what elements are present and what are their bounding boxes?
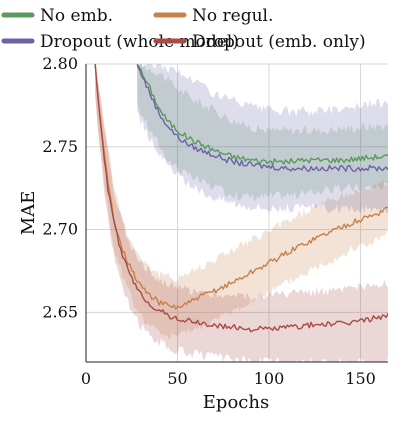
legend-item-dropout-whole-model: Dropout (whole model) [1,32,239,52]
line-no-emb [136,65,388,166]
band-dropout-whole-model [137,64,388,215]
x-tick-label: 100 [254,369,285,388]
band-dropout-emb-only [95,64,388,362]
legend-item-no-regul: No regul. [153,6,273,26]
y-axis-label: MAE [18,191,39,236]
legend: No emb. Dropout (whole model) No regul. Dro… [1,6,366,52]
legend-label: Dropout (whole model) [40,32,239,52]
series-lines [94,64,388,333]
legend-label: No regul. [192,6,273,26]
grid [85,63,388,362]
legend-item-no-emb: No emb. [1,6,113,26]
line-dropout-emb-only [94,64,388,333]
line-dropout-whole-model [136,64,388,172]
y-tick-label: 2.75 [42,137,78,156]
legend-label: No emb. [40,6,113,26]
x-tick-label: 50 [167,369,187,388]
x-tick-label: 150 [345,369,376,388]
y-tick-label: 2.70 [42,220,78,239]
confidence-bands [95,64,388,362]
tick-labels: 0 50 100 150 2.65 2.70 2.75 2.80 [42,54,375,388]
line-no-regul [94,64,388,310]
x-tick-label: 0 [81,369,91,388]
axes [85,64,388,363]
legend-label: Dropout (emb. only) [192,32,366,52]
band-no-regul [95,67,388,340]
band-no-emb [137,64,388,202]
x-axis-label: Epochs [203,392,269,413]
y-tick-label: 2.65 [42,302,78,321]
y-tick-label: 2.80 [42,54,78,73]
legend-item-dropout-emb-only: Dropout (emb. only) [153,32,366,52]
